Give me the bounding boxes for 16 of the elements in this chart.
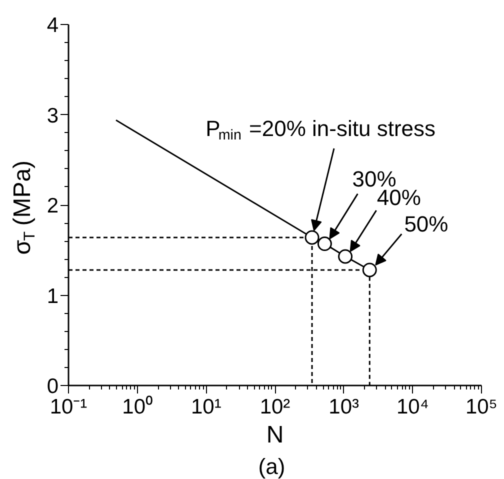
x-tick-label: 10⁻¹ — [50, 396, 88, 418]
x-tick-label: 10⁰ — [122, 396, 153, 418]
x-tick-label: 10⁴ — [396, 396, 429, 418]
x-tick-label: 10² — [260, 396, 290, 418]
text: (a) — [258, 454, 286, 479]
x-tick-label: 10³ — [328, 396, 360, 418]
annotation: 50% — [404, 211, 448, 236]
y-tick-label: 0 — [46, 375, 59, 398]
y-axis-title: σT (MPa) — [9, 160, 39, 255]
y-tick-label: 4 — [46, 14, 59, 37]
y-tick-label: 1 — [46, 284, 59, 308]
y-tick-label: 3 — [46, 104, 59, 128]
x-tick-label: 10⁵ — [465, 396, 498, 418]
x-axis-title: N — [266, 422, 284, 448]
y-tick-label: 2 — [46, 194, 59, 218]
x-tick-label: 10¹ — [190, 396, 222, 418]
